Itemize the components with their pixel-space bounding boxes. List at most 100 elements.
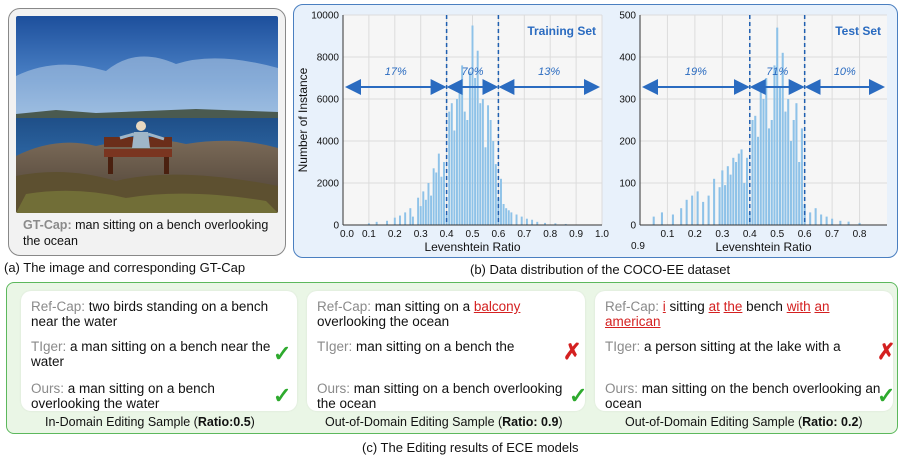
bar bbox=[798, 162, 801, 225]
bar bbox=[507, 210, 510, 225]
bar bbox=[461, 65, 464, 226]
x-tick-label: 0.6 bbox=[798, 229, 812, 240]
caption-a: (a) The image and corresponding GT-Cap bbox=[4, 260, 246, 275]
ref-cap-label: Ref-Cap: bbox=[605, 299, 660, 314]
bar bbox=[776, 27, 779, 225]
tiger-value: a person sitting at the lake with a bbox=[640, 339, 841, 354]
ours-label: Ours: bbox=[605, 381, 639, 396]
bar bbox=[463, 111, 466, 225]
ours-text: Ours: man sitting on a bench overlooking… bbox=[317, 381, 579, 411]
chart-title: Training Set bbox=[527, 24, 596, 38]
region-label: 19% bbox=[685, 66, 707, 78]
caption-c: (c) The Editing results of ECE models bbox=[362, 440, 579, 455]
bar bbox=[409, 208, 412, 225]
bar bbox=[479, 103, 482, 225]
sample-caption-prefix: Out-of-Domain Editing Sample ( bbox=[625, 415, 803, 429]
region-label: 17% bbox=[385, 66, 407, 78]
sample-caption-prefix: In-Domain Editing Sample ( bbox=[45, 415, 198, 429]
ours-value: man sitting on a bench overlooking the o… bbox=[317, 381, 563, 411]
ref-cap-text: Ref-Cap: man sitting on a balcony overlo… bbox=[317, 299, 579, 329]
ours-label: Ours: bbox=[31, 381, 65, 396]
bar bbox=[787, 99, 790, 225]
bar bbox=[471, 25, 474, 225]
bar bbox=[430, 195, 433, 225]
x-tick-label: 0.8 bbox=[543, 229, 557, 240]
bar bbox=[404, 212, 407, 225]
bar bbox=[809, 212, 812, 225]
bar bbox=[721, 170, 724, 225]
ref-cap-value: two birds standing on a bench near the w… bbox=[31, 299, 269, 329]
x-tick-label: 0.1 bbox=[362, 229, 376, 240]
region-label: 71% bbox=[766, 66, 788, 78]
x-tick-label: 0.3 bbox=[414, 229, 428, 240]
y-tick-label: 8000 bbox=[317, 53, 340, 64]
bar bbox=[781, 52, 784, 225]
ref-cap-post: overlooking the ocean bbox=[317, 314, 450, 329]
bar bbox=[680, 208, 683, 225]
sample-caption-prefix: Out-of-Domain Editing Sample ( bbox=[325, 415, 503, 429]
bar bbox=[839, 220, 842, 225]
x-axis-label: Levenshtein Ratio bbox=[715, 240, 811, 254]
bar bbox=[554, 223, 557, 225]
bar bbox=[458, 92, 461, 225]
y-tick-label: 400 bbox=[619, 53, 636, 64]
ours-label: Ours: bbox=[317, 381, 351, 396]
bar bbox=[500, 178, 502, 225]
ref-cap-label: Ref-Cap: bbox=[31, 299, 86, 314]
bar bbox=[367, 223, 370, 225]
bar bbox=[531, 219, 534, 225]
tiger-label: TIger: bbox=[31, 339, 67, 354]
bar bbox=[762, 99, 765, 225]
bar bbox=[515, 214, 518, 225]
cross-icon: ✗ bbox=[563, 339, 582, 364]
x-tick-label: 0.6 bbox=[491, 229, 505, 240]
bar bbox=[466, 120, 469, 225]
x-tick-label: 0.3 bbox=[715, 229, 729, 240]
bar bbox=[494, 164, 497, 225]
bar bbox=[724, 185, 727, 225]
tiger-text: TIger: a man sitting on a bench near the… bbox=[31, 339, 276, 369]
bar bbox=[544, 222, 546, 225]
sample-caption-out-domain-1: Out-of-Domain Editing Sample (Ratio: 0.9… bbox=[325, 415, 563, 429]
bar bbox=[417, 197, 420, 225]
bar bbox=[419, 206, 422, 225]
bar bbox=[386, 220, 389, 225]
ref-cap-segment: bench bbox=[742, 299, 787, 314]
bar bbox=[489, 120, 492, 225]
sample-caption-suffix: ) bbox=[250, 415, 255, 429]
bar bbox=[671, 214, 674, 225]
check-icon: ✓ bbox=[273, 383, 292, 408]
bar bbox=[660, 212, 663, 225]
y-tick-label: 100 bbox=[619, 179, 636, 190]
bar bbox=[814, 208, 817, 225]
x-tick-label: 0.4 bbox=[743, 229, 757, 240]
tiger-value: a man sitting on a bench near the water bbox=[31, 339, 271, 369]
bar bbox=[735, 162, 738, 225]
bar bbox=[474, 78, 477, 225]
sample-caption-suffix: ) bbox=[858, 415, 863, 429]
sample-card-out-domain-2: Ref-Cap: i sitting at the bench with an a… bbox=[595, 291, 895, 411]
bar bbox=[440, 176, 443, 225]
bar bbox=[770, 120, 773, 225]
caption-b: (b) Data distribution of the COCO-EE dat… bbox=[470, 262, 731, 277]
tiger-text: TIger: man sitting on a bench the bbox=[317, 339, 562, 354]
x-tick-label: 0.8 bbox=[853, 229, 867, 240]
bar bbox=[424, 199, 427, 225]
ref-cap-edited-word: balcony bbox=[473, 299, 521, 314]
ref-cap-segment: sitting bbox=[665, 299, 709, 314]
bar bbox=[453, 130, 456, 225]
chart-title: Test Set bbox=[835, 24, 881, 38]
bar bbox=[778, 86, 781, 226]
ours-text: Ours: man sitting on the bench overlooki… bbox=[605, 381, 887, 411]
bar bbox=[437, 153, 440, 225]
bar bbox=[746, 157, 749, 225]
bar bbox=[789, 141, 792, 225]
bar bbox=[685, 199, 688, 225]
sample-caption-ratio: Ratio: 0.9 bbox=[502, 415, 559, 429]
bar bbox=[759, 90, 762, 225]
bar bbox=[492, 141, 495, 225]
sample-caption-ratio: Ratio: 0.2 bbox=[802, 415, 859, 429]
bar bbox=[713, 178, 716, 225]
bar bbox=[847, 221, 850, 225]
sample-card-out-domain-1: Ref-Cap: man sitting on a balcony overlo… bbox=[307, 291, 587, 411]
